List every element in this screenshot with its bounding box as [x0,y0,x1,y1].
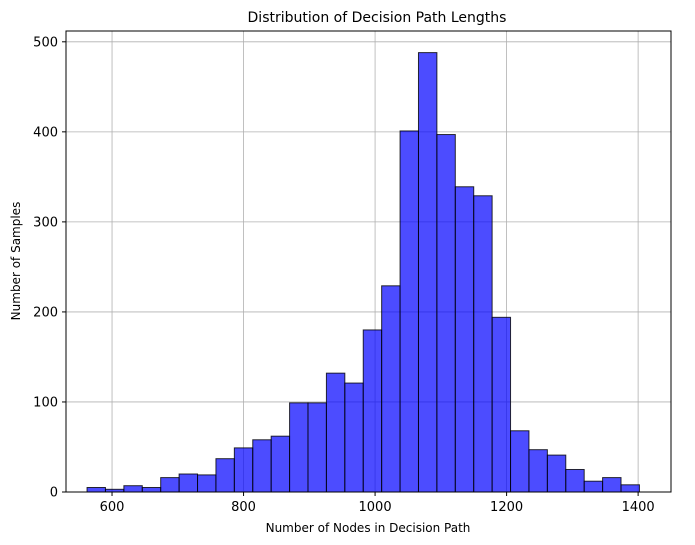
histogram-bar [491,316,512,493]
y-tick-label: 100 [33,395,58,410]
histogram-bar [289,402,309,493]
y-tick-label: 400 [33,125,58,140]
y-axis-label: Number of Samples [9,202,23,321]
histogram-bar [325,372,346,493]
histogram-bar [344,382,364,493]
histogram-bar [454,186,475,493]
y-tick-label: 300 [33,215,58,230]
histogram-bar [381,285,401,493]
x-tick-label: 1400 [622,500,655,515]
x-tick-label: 600 [100,500,125,515]
histogram-bar [417,52,438,493]
histogram-bar [160,477,180,493]
histogram-bar [565,468,585,493]
histogram-bar [123,485,143,493]
histogram-bar [546,454,567,493]
x-axis-ticks: 600 800 1000 1200 1400 [100,492,655,515]
chart-title: Distribution of Decision Path Lengths [248,10,507,26]
histogram-bar [399,130,419,493]
histogram-bar [252,439,272,493]
histogram-bar [197,474,217,493]
histogram-bar [178,473,199,493]
y-axis-ticks: 0 100 200 300 400 500 [33,35,66,501]
x-tick-label: 1200 [490,500,523,515]
histogram-bar [307,402,327,493]
y-tick-label: 500 [33,35,58,50]
histogram-bar [602,477,622,493]
histogram-bars [86,52,640,493]
histogram-bar [270,435,291,493]
histogram-bar [583,480,604,493]
x-axis-label: Number of Nodes in Decision Path [266,521,471,535]
x-tick-label: 800 [231,500,256,515]
histogram-bar [510,430,530,493]
histogram-bar [362,329,383,493]
histogram-bar [528,449,548,493]
y-tick-label: 0 [50,486,58,501]
histogram-bar [473,195,493,493]
histogram-bar [436,134,456,493]
plot-frame [65,30,672,493]
histogram-bar [620,484,640,493]
histogram-bar [86,486,106,493]
histogram-bar [215,458,235,493]
histogram-bar [141,486,162,493]
histogram-bar [233,447,254,493]
y-tick-label: 200 [33,305,58,320]
x-tick-label: 1000 [359,500,392,515]
